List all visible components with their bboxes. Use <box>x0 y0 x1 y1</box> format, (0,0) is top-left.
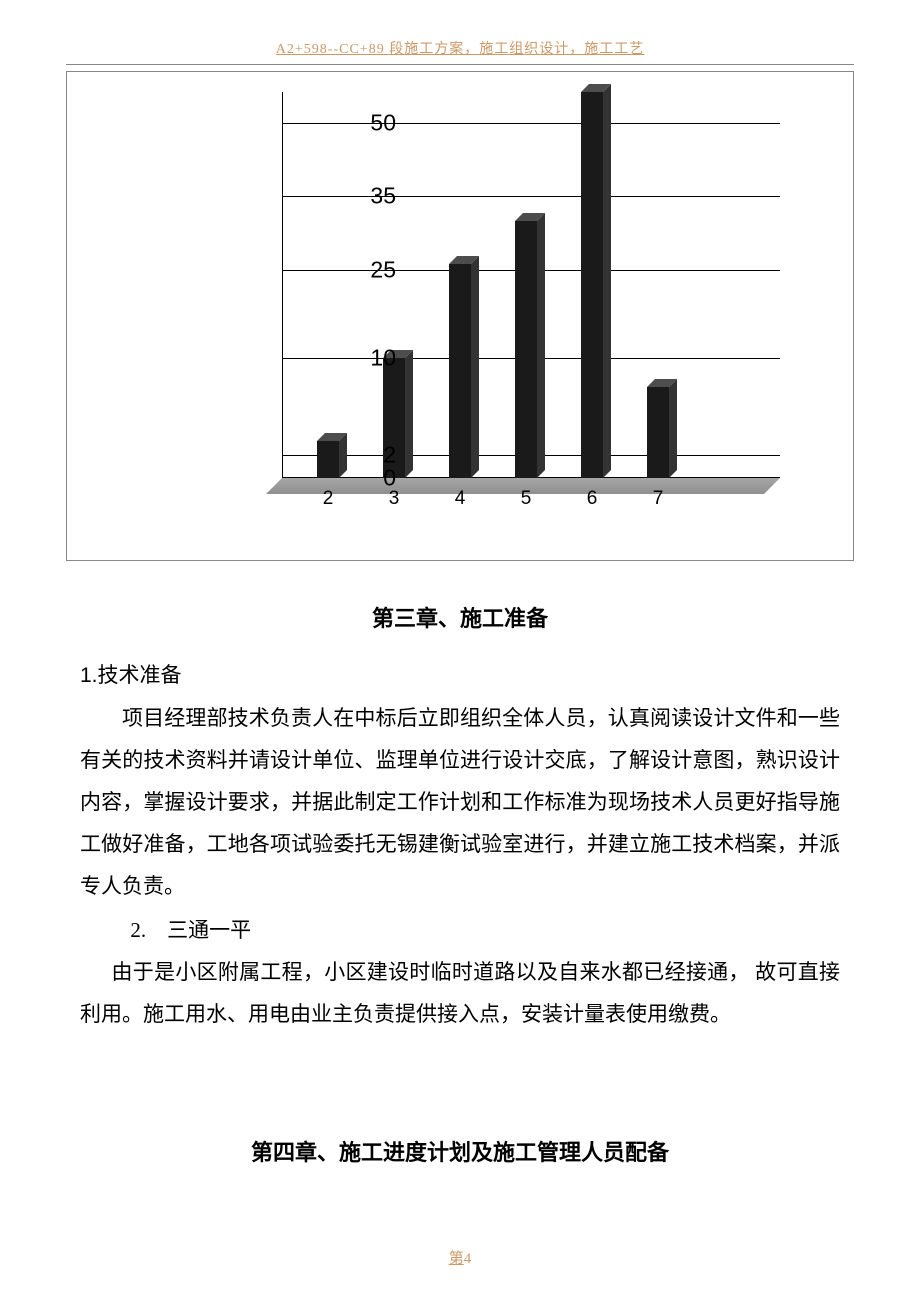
page-footer: 第4 <box>0 1247 920 1268</box>
section-2-paragraph: 由于是小区附属工程，小区建设时临时道路以及自来水都已经接通， 故可直接利用。施工… <box>80 951 840 1035</box>
footer-prefix: 第 <box>449 1251 464 1267</box>
y-tick-label: 0 <box>296 465 396 492</box>
x-tick-label: 3 <box>389 488 400 510</box>
x-tick-label: 6 <box>587 488 598 510</box>
footer-page-number: 4 <box>464 1251 472 1267</box>
bar <box>647 387 669 478</box>
x-tick-label: 4 <box>455 488 466 510</box>
header-link[interactable]: A2+598--CC+89 段施工方案，施工组织设计，施工工艺 <box>0 0 920 58</box>
header-rule <box>66 64 854 65</box>
y-tick-label: 35 <box>296 183 396 210</box>
chart-panel: 02 10 25 35 50 2 3 4 5 6 7 <box>66 71 854 561</box>
y-tick-label: 25 <box>296 256 396 283</box>
x-tick-label: 2 <box>323 488 334 510</box>
plot-area <box>282 92 780 478</box>
chapter4-title: 第四章、施工进度计划及施工管理人员配备 <box>80 1131 840 1175</box>
x-tick-label: 7 <box>653 488 664 510</box>
bar <box>449 264 471 478</box>
chapter3-title: 第三章、施工准备 <box>80 597 840 641</box>
section-1-paragraph: 项目经理部技术负责人在中标后立即组织全体人员，认真阅读设计文件和一些有关的技术资… <box>80 697 840 907</box>
y-tick-label: 10 <box>296 345 396 372</box>
y-tick-label: 2 <box>296 441 396 468</box>
section-1-title: 1.技术准备 <box>80 655 840 697</box>
body-text: 第三章、施工准备 1.技术准备 项目经理部技术负责人在中标后立即组织全体人员，认… <box>80 597 840 1175</box>
section-2-title: 2. 三通一平 <box>80 909 840 951</box>
y-tick-label: 50 <box>296 109 396 136</box>
bar <box>581 92 603 478</box>
bar <box>515 221 537 478</box>
chart-inner: 02 10 25 35 50 2 3 4 5 6 7 <box>162 80 782 520</box>
x-tick-label: 5 <box>521 488 532 510</box>
